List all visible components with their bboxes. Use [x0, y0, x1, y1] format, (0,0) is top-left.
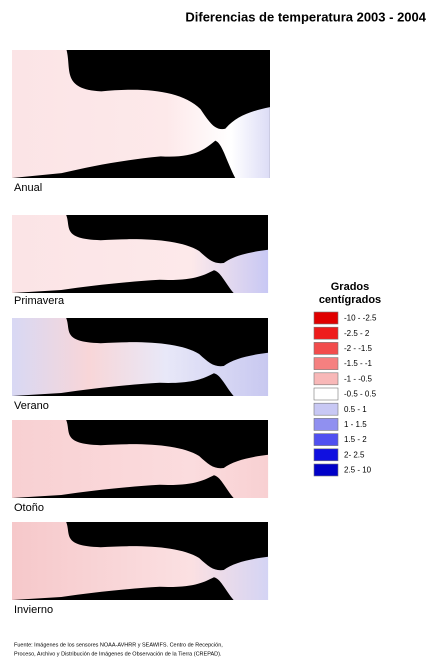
- legend-label: 1 - 1.5: [344, 420, 367, 429]
- legend-swatch: [314, 373, 338, 385]
- legend-label: -1 - -0.5: [344, 374, 373, 383]
- legend-label: 0.5 - 1: [344, 405, 367, 414]
- panel-label: Verano: [14, 400, 49, 412]
- title: Diferencias de temperatura 2003 - 2004: [185, 9, 426, 24]
- legend-label: 2- 2.5: [344, 450, 365, 459]
- legend-title: Grados: [331, 281, 370, 293]
- source: Fuente: Imágenes de los sensores NOAA-AV…: [14, 642, 223, 648]
- panel-label: Invierno: [14, 604, 53, 616]
- legend-label: 2.5 - 10: [344, 466, 372, 475]
- legend-swatch: [314, 358, 338, 370]
- map: [12, 318, 268, 396]
- legend-swatch: [314, 342, 338, 354]
- map: [12, 420, 268, 498]
- legend-label: -1.5 - -1: [344, 359, 373, 368]
- legend-swatch: [314, 388, 338, 400]
- panel-label: Otoño: [14, 502, 44, 514]
- map: [12, 522, 268, 600]
- legend-label: -2 - -1.5: [344, 344, 373, 353]
- source: Proceso, Archivo y Distribución de Imáge…: [14, 651, 222, 657]
- legend-label: -0.5 - 0.5: [344, 390, 377, 399]
- legend: -10 - -2.5 -2.5 - 2 -2 - -1.5 -1.5 - -1 -1 -…: [314, 312, 377, 476]
- map: [12, 50, 270, 178]
- legend-swatch: [314, 418, 338, 430]
- legend-swatch: [314, 449, 338, 461]
- figure: Diferencias de temperatura 2003 - 2004 A…: [0, 0, 436, 664]
- map: [12, 215, 268, 293]
- legend-label: 1.5 - 2: [344, 435, 367, 444]
- legend-swatch: [314, 434, 338, 446]
- legend-label: -10 - -2.5: [344, 314, 377, 323]
- legend-swatch: [314, 327, 338, 339]
- legend-swatch: [314, 464, 338, 476]
- panel-label: Anual: [14, 182, 42, 194]
- legend-label: -2.5 - 2: [344, 329, 370, 338]
- panel-label: Primavera: [14, 295, 65, 307]
- legend-swatch: [314, 312, 338, 324]
- legend-title: centígrados: [319, 294, 381, 306]
- legend-swatch: [314, 403, 338, 415]
